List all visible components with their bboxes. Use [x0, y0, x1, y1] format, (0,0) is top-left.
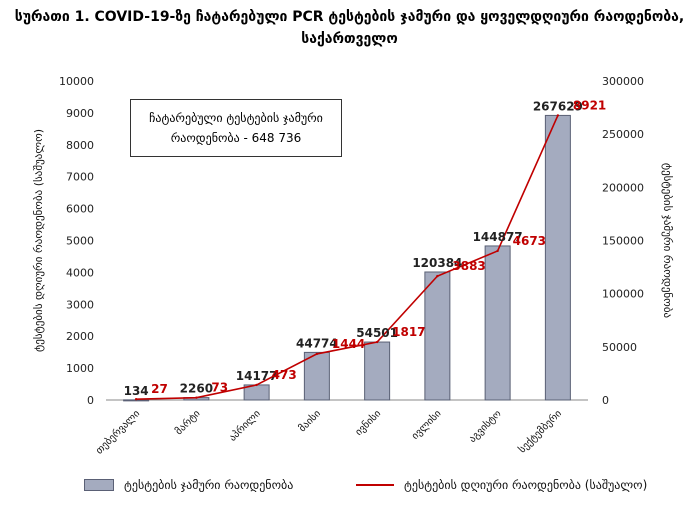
- y-right-tick-label: 200000: [602, 181, 644, 194]
- chart-title-line-2: საქართველო: [301, 31, 398, 47]
- x-category-label: აგვისტო: [466, 408, 503, 445]
- daily-tests-line: [136, 115, 559, 400]
- line-value-label: 73: [211, 381, 228, 395]
- line-value-label: 1444: [332, 337, 365, 351]
- bar-value-label: 14177: [236, 369, 278, 383]
- bars-group: [123, 114, 571, 402]
- bar: [364, 341, 391, 401]
- y-right-tick-label: 0: [602, 394, 609, 407]
- total-annotation-line-1: ჩატარებული ტესტების ჯამური: [149, 111, 323, 125]
- y-right-tick-label: 50000: [602, 341, 637, 354]
- x-category-label: სექტემბერი: [516, 408, 564, 456]
- y-right-tick-label: 150000: [602, 235, 644, 248]
- y-left-tick-label: 3000: [66, 298, 94, 311]
- line-point: [556, 114, 560, 117]
- y-left-tick-label: 5000: [66, 235, 94, 248]
- line-value-label: 1817: [392, 325, 425, 339]
- line-point: [375, 340, 379, 344]
- x-category-label: აპრილი: [227, 408, 263, 444]
- bar: [424, 271, 451, 401]
- y-left-axis-title: ტესტების დღიური რაოდენობა (საშუალო): [32, 129, 45, 352]
- line-point: [255, 383, 258, 387]
- x-category-label: ივნისი: [353, 408, 383, 438]
- bar: [484, 245, 511, 401]
- x-category-label: თებერვალი: [93, 408, 142, 457]
- line-value-label: 4673: [513, 234, 546, 248]
- line-value-label: 8921: [573, 98, 606, 112]
- legend-bar-label: ტესტების ჯამური რაოდენობა: [124, 478, 294, 492]
- bar-value-label: 267629: [533, 99, 583, 113]
- y-left-tick-label: 7000: [66, 171, 94, 184]
- line-point: [195, 396, 198, 399]
- y-left-tick-label: 10000: [59, 75, 94, 88]
- y-left-tick-label: 6000: [66, 203, 94, 216]
- bar-value-label: 2260: [180, 382, 213, 396]
- legend-bar-swatch: [84, 479, 114, 491]
- y-right-tick-label: 100000: [602, 288, 644, 301]
- total-annotation-line-2: რაოდენობა - 648 736: [170, 131, 302, 145]
- line-value-label: 473: [272, 368, 297, 382]
- chart-title: სურათი 1. COVID-19-ზე ჩატარებული PCR ტეს…: [0, 6, 699, 50]
- line-point: [436, 274, 439, 278]
- bar-value-label: 44774: [296, 336, 338, 350]
- chart-title-line-1: სურათი 1. COVID-19-ზე ჩატარებული PCR ტეს…: [14, 9, 685, 25]
- y-left-tick-label: 4000: [66, 266, 94, 279]
- x-category-label: ივლისი: [409, 408, 443, 442]
- bar-value-label: 54501: [356, 326, 398, 340]
- y-left-tick-label: 2000: [66, 330, 94, 343]
- y-left-tick-label: 9000: [66, 107, 94, 120]
- bar: [544, 114, 571, 401]
- labels-group: 134 2260 14177 44774 54501 120384 144877 267629…: [124, 98, 607, 397]
- bar-value-label: 144877: [473, 230, 523, 244]
- line-value-label: 3883: [452, 259, 485, 273]
- y-left-tick-label: 1000: [66, 362, 94, 375]
- bar-value-label: 120384: [412, 256, 462, 270]
- line-point: [315, 352, 319, 356]
- line-point: [134, 397, 138, 401]
- bar-value-label: 134: [124, 384, 149, 398]
- line-point: [496, 249, 499, 253]
- bar: [303, 351, 330, 401]
- legend-item-line: ტესტების დღიური რაოდენობა (საშუალო): [356, 478, 647, 492]
- y-left-tick-label: 8000: [66, 139, 94, 152]
- y-right-tick-label: 250000: [602, 128, 644, 141]
- legend-item-bars: ტესტების ჯამური რაოდენობა: [84, 478, 293, 492]
- x-category-label: მაისი: [296, 408, 323, 435]
- line-value-label: 27: [151, 382, 168, 396]
- y-right-axis-title: ტესტების ჯამური რაოდენობა: [661, 163, 674, 319]
- y-right-tick-label: 300000: [602, 75, 644, 88]
- legend-line-label: ტესტების დღიური რაოდენობა (საშუალო): [404, 478, 648, 492]
- x-category-label: მარტი: [173, 408, 203, 438]
- line-group: [134, 114, 560, 401]
- legend-line-swatch: [356, 484, 394, 486]
- total-annotation-box: ჩატარებული ტესტების ჯამური რაოდენობა - 6…: [130, 99, 342, 157]
- y-left-tick-label: 0: [87, 394, 94, 407]
